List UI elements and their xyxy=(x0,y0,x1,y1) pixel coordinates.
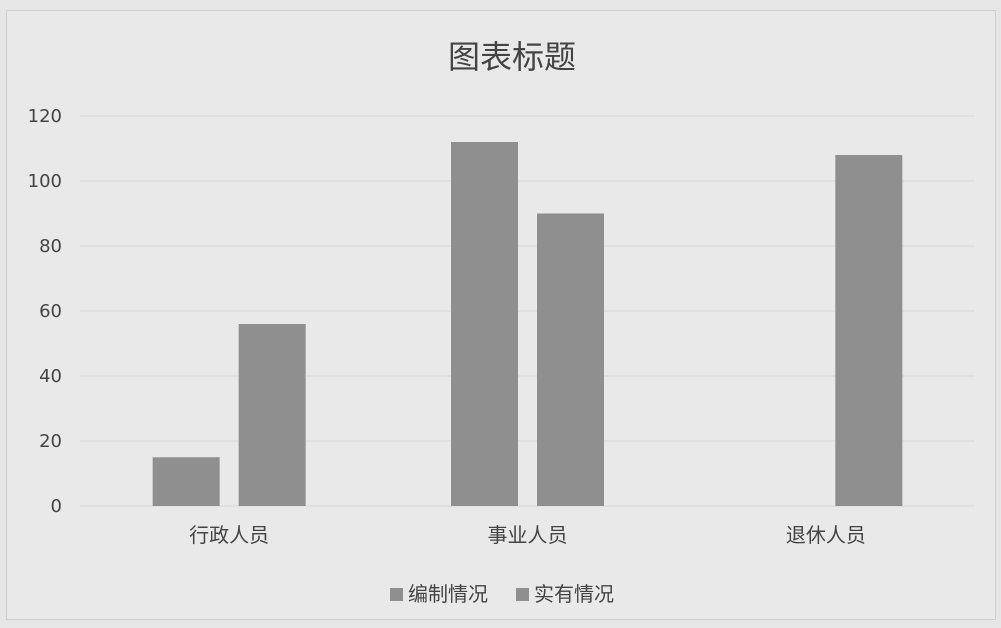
x-category-label: 行政人员 xyxy=(189,523,269,547)
chart-title: 图表标题 xyxy=(448,38,576,76)
legend: 编制情况 实有情况 xyxy=(390,582,614,606)
bar-planned xyxy=(451,142,518,506)
y-tick-label: 20 xyxy=(39,431,62,452)
x-category-label: 退休人员 xyxy=(786,523,866,547)
y-tick-label: 80 xyxy=(39,236,62,257)
legend-swatch xyxy=(390,588,403,601)
legend-label: 编制情况 xyxy=(408,582,488,606)
bars xyxy=(152,142,903,506)
y-tick-label: 100 xyxy=(28,171,62,192)
bar-actual xyxy=(835,155,903,506)
bar-actual xyxy=(537,213,604,506)
legend-swatch xyxy=(516,588,529,601)
x-category-label: 事业人员 xyxy=(488,523,568,547)
bar-actual xyxy=(238,324,306,506)
bar-planned xyxy=(152,457,220,506)
y-tick-label: 60 xyxy=(39,301,62,322)
x-axis-categories: 行政人员 事业人员 退休人员 xyxy=(189,523,866,547)
y-tick-label: 120 xyxy=(28,106,62,127)
gridlines xyxy=(80,115,975,507)
y-axis-ticks: 0 20 40 60 80 100 120 xyxy=(28,106,62,517)
y-tick-label: 40 xyxy=(39,366,62,387)
legend-label: 实有情况 xyxy=(534,582,614,606)
y-tick-label: 0 xyxy=(51,496,62,517)
